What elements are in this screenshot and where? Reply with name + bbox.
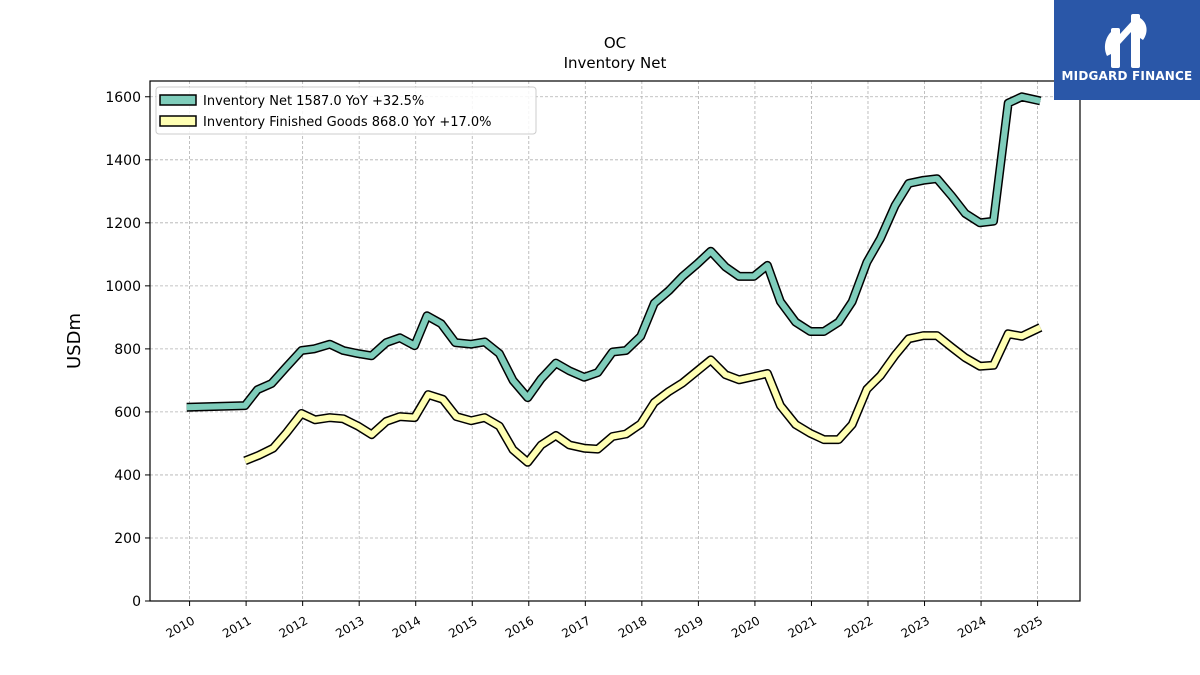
y-tick-label: 1200 [105, 216, 141, 232]
x-tick-label: 2012 [277, 613, 310, 640]
legend: Inventory Net 1587.0 YoY +32.5% Inventory… [155, 86, 537, 135]
plot-frame [149, 80, 1081, 602]
x-tick-label: 2020 [729, 613, 762, 640]
y-tick-label: 200 [114, 531, 141, 547]
x-tick-label: 2019 [672, 613, 705, 640]
x-tick-label: 2010 [164, 613, 197, 640]
legend-label-0: Inventory Net 1587.0 YoY +32.5% [203, 94, 424, 109]
series-outline-1 [243, 323, 1043, 467]
legend-swatch-1 [159, 115, 197, 127]
midgard-finance-logo: MIDGARD FINANCE [1054, 0, 1200, 100]
chart-subtitle: Inventory Net [564, 54, 667, 72]
legend-swatch-0 [159, 94, 197, 106]
legend-box [155, 86, 537, 135]
x-tick-label: 2025 [1012, 613, 1045, 640]
y-tick-label: 0 [132, 594, 141, 610]
y-tick-label: 800 [114, 342, 141, 358]
x-tick-label: 2016 [503, 613, 536, 640]
series-outline-0 [186, 92, 1042, 412]
y-tick-label: 1000 [105, 279, 141, 295]
x-tick-label: 2023 [899, 613, 932, 640]
x-tick-label: 2017 [559, 613, 592, 640]
y-tick-label: 600 [114, 405, 141, 421]
x-tick-label: 2018 [616, 613, 649, 640]
y-tick-label: 1400 [105, 153, 141, 169]
series-line-1 [243, 324, 1042, 466]
y-tick-label: 1600 [105, 90, 141, 106]
x-tick-label: 2015 [446, 613, 479, 640]
x-tick-label: 2011 [220, 613, 253, 640]
series-lines [186, 92, 1043, 467]
x-tick-label: 2013 [333, 613, 366, 640]
x-tick-label: 2024 [955, 613, 988, 640]
series-line-0 [186, 93, 1042, 411]
legend-label-1: Inventory Finished Goods 868.0 YoY +17.0… [203, 115, 492, 130]
chart-title: OC [604, 34, 626, 52]
y-axis-label: USDm [64, 313, 85, 369]
x-tick-label: 2021 [786, 613, 819, 640]
y-tick-label: 400 [114, 468, 141, 484]
x-tick-label: 2014 [390, 613, 423, 640]
logo-mark-icon [1104, 14, 1147, 68]
logo-text: MIDGARD FINANCE [1061, 69, 1193, 83]
axes: 0 200 400 600 800 1000 1200 1400 1600 2010 2011 201… [105, 80, 1081, 641]
x-tick-label: 2022 [842, 613, 875, 640]
